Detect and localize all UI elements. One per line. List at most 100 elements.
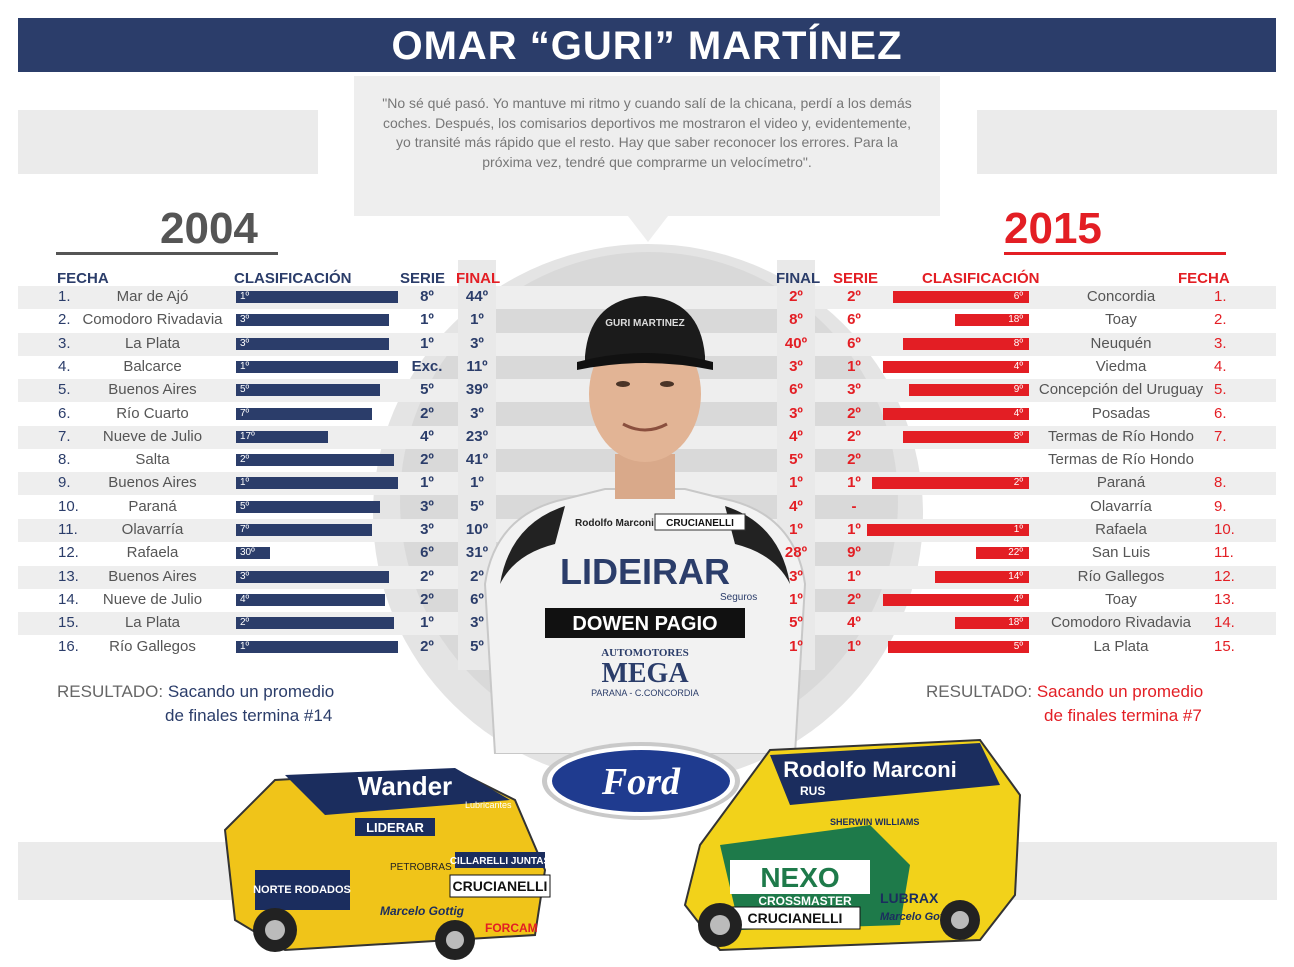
- table-row-serie: 8º: [420, 288, 434, 305]
- table-row-number: [1214, 450, 1254, 470]
- table-row-number: 1.: [58, 288, 71, 305]
- car-right-sponsor-4: LUBRAX: [880, 890, 939, 906]
- table-row-serie: 2º: [847, 427, 861, 445]
- table-row-serie: 2º: [420, 590, 434, 608]
- right-result-line2: de finales termina #7: [1044, 706, 1202, 725]
- table-row-place: Termas de Río Hondo: [1048, 427, 1194, 445]
- suit-brand-2: CRUCIANELLI: [666, 518, 734, 529]
- table-row-final: 39º: [465, 381, 489, 399]
- table-row-final: 5º: [789, 451, 803, 469]
- table-row-serie: 2º: [420, 451, 434, 469]
- year-right: 2015: [1004, 204, 1102, 253]
- car-right-sponsor-3: CRUCIANELLI: [748, 910, 843, 926]
- table-row-final: 11º: [466, 357, 488, 375]
- car-left-sponsor-3: CILLARELLI JUNTAS: [450, 856, 551, 867]
- table-row-place: Rafaela: [126, 544, 179, 562]
- clasificacion-bar: 7º: [236, 524, 372, 536]
- table-row-serie: 1º: [847, 474, 861, 492]
- table-row-final: 5º: [470, 497, 484, 515]
- bottom-grey-band-right: [977, 842, 1277, 900]
- suit-sponsor-top: AUTOMOTORES: [601, 647, 689, 659]
- clasificacion-bar: 3º: [236, 337, 390, 350]
- car-left-brand-top-sub: Lubricantes: [465, 800, 512, 810]
- left-header-clasificacion: CLASIFICACIÓN: [234, 270, 352, 287]
- table-row-place: Río Gallegos: [1077, 567, 1165, 585]
- table-row-place: La Plata: [124, 614, 181, 632]
- table-row-serie: 2º: [420, 567, 434, 585]
- table-row-final: 40º: [784, 334, 808, 352]
- table-row-number: 10.: [1214, 521, 1235, 538]
- car-left-sponsor-4: NORTE RODADOS: [253, 884, 351, 896]
- clasificacion-bar: 2º: [872, 477, 1029, 490]
- table-row-final: 1º: [470, 311, 484, 329]
- clasificacion-bar: 8º: [903, 337, 1029, 350]
- table-row-final: 6º: [470, 590, 484, 608]
- table-row-place: Neuquén: [1090, 334, 1152, 352]
- clasificacion-bar: 5º: [236, 500, 381, 513]
- clasificacion-bar: 7º: [236, 407, 372, 420]
- table-row-final: 1º: [470, 474, 484, 492]
- page-title: OMAR “GURI” MARTÍNEZ: [18, 18, 1276, 72]
- clasificacion-bar: 4º: [882, 360, 1029, 373]
- table-row-number: 5.: [58, 381, 71, 399]
- table-row-serie: 1º: [847, 637, 861, 655]
- table-row-serie: 2º: [847, 288, 861, 305]
- suit-banner: DOWEN PAGIO: [572, 613, 717, 635]
- table-row-serie: 6º: [847, 311, 861, 329]
- year-left: 2004: [160, 204, 258, 253]
- clasificacion-bar: 1º: [236, 477, 398, 490]
- table-row-serie: -: [851, 497, 857, 515]
- table-row-final: 4º: [789, 427, 803, 445]
- ford-logo-text: Ford: [601, 761, 681, 803]
- table-row-place: Río Cuarto: [116, 404, 189, 422]
- table-row-number: 4.: [58, 357, 71, 375]
- table-row-number: 2.: [58, 311, 71, 329]
- table-row-final: 10º: [465, 521, 489, 538]
- right-result: RESULTADO: Sacando un promedio de finale…: [926, 680, 1256, 728]
- quote-text: "No sé qué pasó. Yo mantuve mi ritmo y c…: [382, 95, 912, 170]
- clasificacion-bar: 3º: [236, 314, 390, 327]
- suit-sponsor-bottom: PARANA - C.CONCORDIA: [591, 688, 699, 698]
- table-row-final: 6º: [789, 381, 803, 399]
- table-row-final: 2º: [789, 288, 803, 305]
- table-row-number: 9.: [58, 474, 71, 492]
- table-row-serie: 1º: [847, 357, 861, 375]
- left-header-serie: SERIE: [400, 270, 446, 287]
- car-left-brand-top: Wander: [358, 771, 452, 801]
- table-row-serie: 3º: [420, 497, 434, 515]
- table-row-serie: 3º: [847, 381, 861, 399]
- table-row-place: Balcarce: [123, 357, 182, 375]
- driver-cap: [585, 296, 705, 362]
- suit-sponsor-main: MEGA: [601, 658, 689, 689]
- clasificacion-bar: 18º: [955, 314, 1029, 327]
- table-row-serie: 1º: [847, 567, 861, 585]
- table-row-final: 28º: [784, 544, 808, 562]
- quote-box: "No sé qué pasó. Yo mantuve mi ritmo y c…: [354, 76, 940, 216]
- right-header-clasificacion: CLASIFICACIÓN: [922, 270, 1040, 287]
- table-row-final: 3º: [789, 357, 803, 375]
- car-left-sponsor-7: PETROBRAS: [390, 862, 452, 873]
- table-row-place: Salta: [135, 451, 170, 469]
- table-row-place: Viedma: [1095, 357, 1147, 375]
- table-row-number: 11.: [1214, 544, 1234, 562]
- table-row-serie: 6º: [420, 544, 434, 562]
- table-row-serie: 6º: [847, 334, 861, 352]
- table-row-place: Comodoro Rivadavia: [1050, 614, 1192, 632]
- table-row-serie: 5º: [420, 381, 434, 399]
- table-row-serie: 4º: [420, 427, 434, 445]
- table-row-final: 3º: [789, 404, 803, 422]
- table-row-serie: 4º: [847, 614, 861, 632]
- car-right-sponsor-6: SHERWIN WILLIAMS: [830, 817, 919, 827]
- table-row-place: Toay: [1105, 311, 1137, 329]
- table-row-place: Concepción del Uruguay: [1038, 381, 1204, 399]
- table-row-place: San Luis: [1091, 544, 1151, 562]
- clasificacion-bar: 2º: [236, 454, 394, 467]
- left-header-final: FINAL: [456, 270, 501, 287]
- table-row-number: 9.: [1214, 497, 1227, 515]
- table-row-final: 3º: [470, 614, 484, 632]
- table-row-final: 5º: [789, 614, 803, 632]
- right-header-serie: SERIE: [833, 270, 879, 287]
- table-row-place: Buenos Aires: [108, 474, 197, 492]
- table-row-number: 3.: [58, 334, 71, 352]
- car-left-sponsor-6: FORCAM: [485, 921, 538, 935]
